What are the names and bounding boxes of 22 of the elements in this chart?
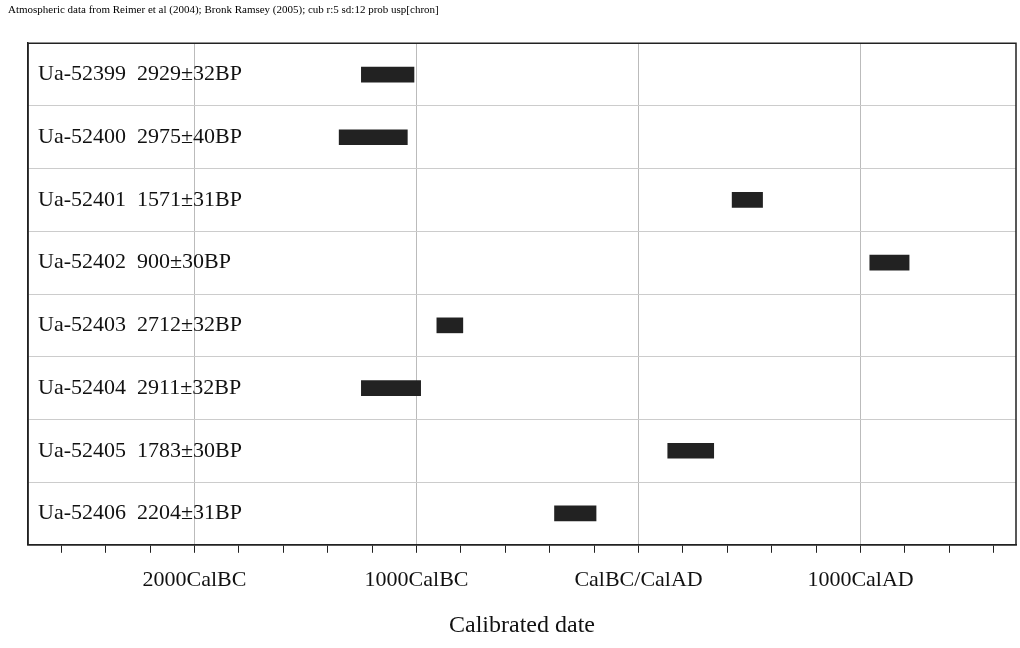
x-axis-title: Calibrated date <box>449 610 595 637</box>
chart-title: Atmospheric data from Reimer et al (2004); Bronk Ramsey (2005); cub r:5 sd:12 prob usp[chron] <box>7 2 440 17</box>
y-tick-label: Ua-52400 2975±40BP <box>38 123 242 149</box>
x-tick-label: 2000CalBC <box>142 565 247 591</box>
bar <box>436 317 464 334</box>
bar <box>869 254 910 271</box>
bar <box>338 129 408 146</box>
x-tick-label: 1000CalBC <box>364 565 469 591</box>
y-tick-label: Ua-52404 2911±32BP <box>38 373 242 399</box>
x-tick-label: CalBC/CalAD <box>574 565 703 591</box>
y-tick-label: Ua-52402 900±30BP <box>38 248 231 274</box>
bar <box>361 380 421 396</box>
y-tick-label: Ua-52403 2712±32BP <box>38 311 242 337</box>
y-tick-label: Ua-52405 1783±30BP <box>38 436 242 462</box>
x-tick-label: 1000CalAD <box>807 565 914 591</box>
bar <box>667 442 715 459</box>
y-tick-label: Ua-52401 1571±31BP <box>38 185 242 211</box>
y-tick-label: Ua-52399 2929±32BP <box>38 60 242 86</box>
bar <box>361 66 415 83</box>
y-tick-label: Ua-52406 2204±31BP <box>38 499 242 525</box>
bar <box>731 192 763 208</box>
bar <box>554 505 597 522</box>
